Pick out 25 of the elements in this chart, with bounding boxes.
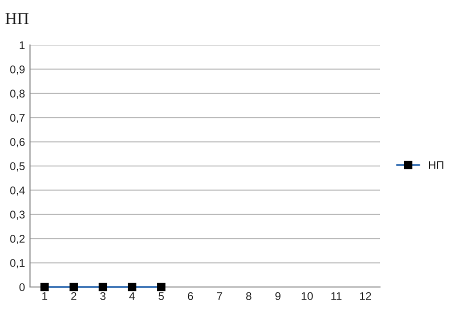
- y-tick-label: 0,3: [10, 210, 25, 220]
- y-tick-label: 0,9: [10, 65, 25, 75]
- x-tick-label: 9: [275, 292, 280, 300]
- chart-title: НП: [5, 13, 29, 24]
- x-tick-label: 12: [360, 292, 372, 300]
- x-tick-label: 10: [302, 292, 313, 300]
- y-tick-label: 0,1: [10, 259, 25, 268]
- x-tick-label: 3: [100, 292, 106, 300]
- y-tick-label: 1: [20, 41, 25, 50]
- x-tick-label: 11: [331, 292, 342, 300]
- y-tick-label: 0,7: [10, 114, 25, 124]
- y-tick-label: 0,2: [10, 234, 25, 244]
- legend-label: НП: [429, 161, 444, 169]
- x-tick-label: 8: [246, 292, 252, 300]
- x-tick-label: 6: [188, 292, 194, 300]
- x-tick-label: 7: [217, 292, 222, 300]
- x-tick-label: 2: [71, 292, 76, 300]
- x-tick-label: 5: [158, 292, 164, 300]
- x-tick-label: 4: [129, 292, 135, 300]
- y-tick-label: 0,8: [10, 90, 25, 99]
- y-tick-label: 0,4: [10, 186, 25, 196]
- y-tick-label: 0: [19, 283, 25, 292]
- y-tick-label: 0,6: [10, 138, 25, 148]
- x-tick-label: 1: [42, 292, 48, 300]
- y-tick-label: 0,5: [10, 162, 25, 172]
